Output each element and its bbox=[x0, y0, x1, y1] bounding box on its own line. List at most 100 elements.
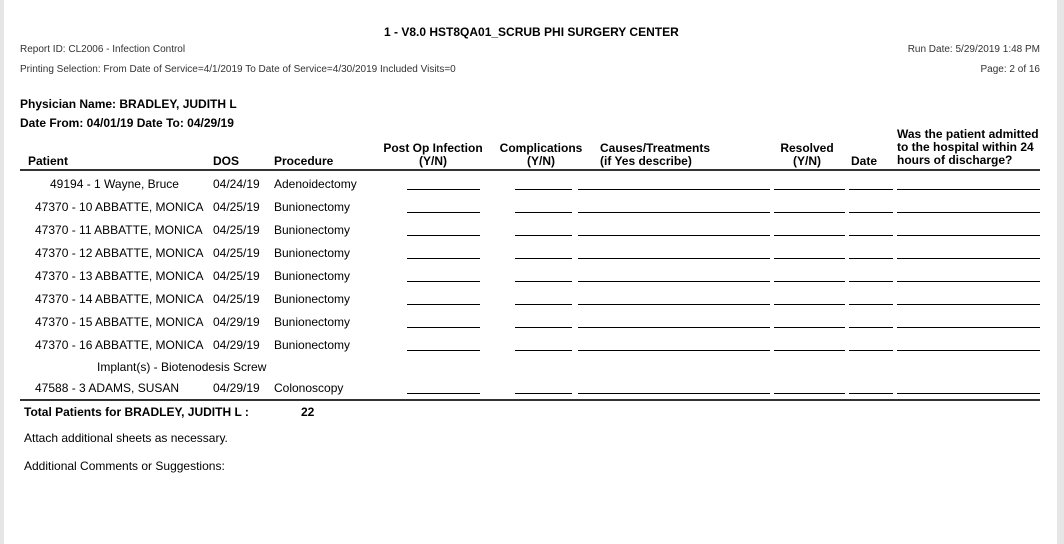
blank-admitted[interactable] bbox=[897, 235, 1040, 236]
row-procedure: Adenoidectomy bbox=[274, 177, 357, 191]
blank-post-op-infection[interactable] bbox=[407, 393, 480, 394]
row-patient: 47370 - 10 ABBATTE, MONICA bbox=[35, 200, 204, 214]
blank-causes[interactable] bbox=[578, 393, 770, 394]
total-value: 22 bbox=[301, 405, 315, 419]
implant-note: Implant(s) - Biotenodesis Screw bbox=[97, 360, 267, 374]
col-patient: Patient bbox=[28, 154, 69, 168]
blank-resolved[interactable] bbox=[774, 258, 845, 259]
total-rule bbox=[20, 399, 1040, 401]
blank-admitted[interactable] bbox=[897, 189, 1040, 190]
col-dos: DOS bbox=[213, 154, 240, 168]
blank-date[interactable] bbox=[849, 327, 893, 328]
blank-complications[interactable] bbox=[515, 393, 572, 394]
row-procedure: Bunionectomy bbox=[274, 200, 351, 214]
blank-resolved[interactable] bbox=[774, 350, 845, 351]
blank-date[interactable] bbox=[849, 350, 893, 351]
header-rule bbox=[20, 169, 1040, 171]
report-title: 1 - V8.0 HST8QA01_SCRUB PHI SURGERY CENT… bbox=[384, 25, 679, 39]
row-patient: 47370 - 11 ABBATTE, MONICA bbox=[35, 223, 203, 237]
blank-post-op-infection[interactable] bbox=[407, 235, 480, 236]
blank-date[interactable] bbox=[849, 235, 893, 236]
row-dos: 04/29/19 bbox=[213, 315, 260, 329]
row-procedure: Bunionectomy bbox=[274, 269, 351, 283]
blank-causes[interactable] bbox=[578, 235, 770, 236]
blank-post-op-infection[interactable] bbox=[407, 189, 480, 190]
blank-post-op-infection[interactable] bbox=[407, 212, 480, 213]
col-post-op-infection: Post Op Infection (Y/N) bbox=[383, 141, 483, 168]
row-dos: 04/25/19 bbox=[213, 269, 260, 283]
blank-admitted[interactable] bbox=[897, 350, 1040, 351]
blank-causes[interactable] bbox=[578, 212, 770, 213]
row-patient: 47588 - 3 ADAMS, SUSAN bbox=[35, 381, 180, 395]
blank-post-op-infection[interactable] bbox=[407, 327, 480, 328]
blank-complications[interactable] bbox=[515, 235, 572, 236]
blank-complications[interactable] bbox=[515, 212, 572, 213]
row-dos: 04/29/19 bbox=[213, 381, 260, 395]
total-label: Total Patients for BRADLEY, JUDITH L : bbox=[24, 405, 249, 419]
row-patient: 47370 - 15 ABBATTE, MONICA bbox=[35, 315, 204, 329]
row-dos: 04/25/19 bbox=[213, 200, 260, 214]
row-procedure: Bunionectomy bbox=[274, 338, 351, 352]
blank-resolved[interactable] bbox=[774, 189, 845, 190]
row-dos: 04/25/19 bbox=[213, 292, 260, 306]
row-dos: 04/25/19 bbox=[213, 223, 260, 237]
blank-resolved[interactable] bbox=[774, 304, 845, 305]
row-patient: 47370 - 12 ABBATTE, MONICA bbox=[35, 246, 204, 260]
blank-resolved[interactable] bbox=[774, 212, 845, 213]
blank-causes[interactable] bbox=[578, 327, 770, 328]
row-procedure: Bunionectomy bbox=[274, 246, 351, 260]
row-procedure: Colonoscopy bbox=[274, 381, 344, 395]
row-patient: 49194 - 1 Wayne, Bruce bbox=[50, 177, 179, 191]
blank-admitted[interactable] bbox=[897, 281, 1040, 282]
blank-date[interactable] bbox=[849, 281, 893, 282]
blank-complications[interactable] bbox=[515, 327, 572, 328]
attach-note: Attach additional sheets as necessary. bbox=[24, 431, 228, 445]
blank-resolved[interactable] bbox=[774, 281, 845, 282]
printing-selection: Printing Selection: From Date of Service… bbox=[20, 64, 456, 75]
blank-admitted[interactable] bbox=[897, 327, 1040, 328]
col-date: Date bbox=[851, 154, 878, 168]
blank-admitted[interactable] bbox=[897, 304, 1040, 305]
row-dos: 04/25/19 bbox=[213, 246, 260, 260]
blank-complications[interactable] bbox=[515, 350, 572, 351]
row-patient: 47370 - 13 ABBATTE, MONICA bbox=[35, 269, 204, 283]
page-number: Page: 2 of 16 bbox=[980, 64, 1041, 75]
blank-date[interactable] bbox=[849, 189, 893, 190]
blank-post-op-infection[interactable] bbox=[407, 304, 480, 305]
row-patient: 47370 - 16 ABBATTE, MONICA bbox=[35, 338, 204, 352]
blank-causes[interactable] bbox=[578, 189, 770, 190]
row-patient: 47370 - 14 ABBATTE, MONICA bbox=[35, 292, 204, 306]
blank-complications[interactable] bbox=[515, 304, 572, 305]
blank-complications[interactable] bbox=[515, 281, 572, 282]
blank-admitted[interactable] bbox=[897, 258, 1040, 259]
blank-post-op-infection[interactable] bbox=[407, 350, 480, 351]
blank-post-op-infection[interactable] bbox=[407, 281, 480, 282]
row-dos: 04/24/19 bbox=[213, 177, 260, 191]
blank-admitted[interactable] bbox=[897, 393, 1040, 394]
col-admitted: Was the patient admitted to the hospital … bbox=[897, 127, 1039, 167]
blank-date[interactable] bbox=[849, 304, 893, 305]
blank-complications[interactable] bbox=[515, 189, 572, 190]
col-procedure: Procedure bbox=[274, 154, 334, 168]
blank-causes[interactable] bbox=[578, 304, 770, 305]
blank-causes[interactable] bbox=[578, 350, 770, 351]
physician-name: Physician Name: BRADLEY, JUDITH L bbox=[20, 97, 237, 111]
blank-resolved[interactable] bbox=[774, 235, 845, 236]
blank-resolved[interactable] bbox=[774, 327, 845, 328]
date-range: Date From: 04/01/19 Date To: 04/29/19 bbox=[20, 116, 234, 130]
comments-label: Additional Comments or Suggestions: bbox=[24, 459, 225, 473]
col-causes-treatments: Causes/Treatments (if Yes describe) bbox=[600, 141, 711, 168]
col-resolved: Resolved (Y/N) bbox=[780, 141, 834, 168]
row-procedure: Bunionectomy bbox=[274, 292, 351, 306]
blank-causes[interactable] bbox=[578, 281, 770, 282]
blank-date[interactable] bbox=[849, 393, 893, 394]
row-procedure: Bunionectomy bbox=[274, 223, 351, 237]
blank-post-op-infection[interactable] bbox=[407, 258, 480, 259]
blank-date[interactable] bbox=[849, 258, 893, 259]
blank-admitted[interactable] bbox=[897, 212, 1040, 213]
blank-causes[interactable] bbox=[578, 258, 770, 259]
blank-complications[interactable] bbox=[515, 258, 572, 259]
blank-date[interactable] bbox=[849, 212, 893, 213]
blank-resolved[interactable] bbox=[774, 393, 845, 394]
report-id: Report ID: CL2006 - Infection Control bbox=[20, 44, 186, 55]
